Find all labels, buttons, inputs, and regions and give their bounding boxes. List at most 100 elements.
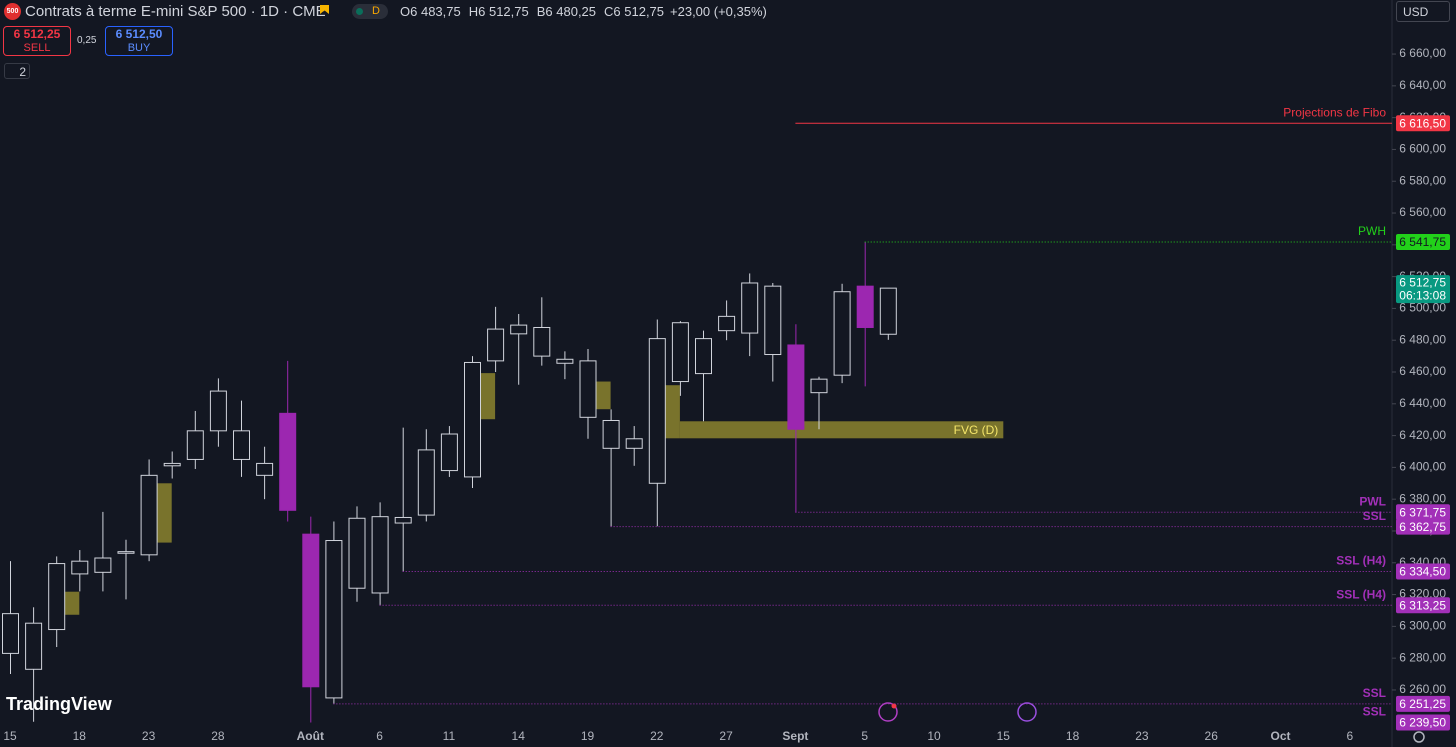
y-tick-label: 6 560,00 xyxy=(1399,205,1446,219)
x-tick-label: Sept xyxy=(782,729,808,743)
sell-label: SELL xyxy=(23,42,51,54)
candle-body xyxy=(533,326,551,357)
x-tick-label: 11 xyxy=(443,729,456,743)
y-tick-label: 6 320,00 xyxy=(1399,587,1446,601)
last-price-label: 6 512,75 xyxy=(1399,275,1446,289)
candle-body xyxy=(394,516,412,524)
x-tick-label: 15 xyxy=(997,729,1011,743)
buy-price: 6 512,50 xyxy=(115,27,163,41)
candle-body xyxy=(163,462,181,467)
candle-body xyxy=(302,533,320,688)
y-tick-label: 6 600,00 xyxy=(1399,142,1446,156)
candle-body xyxy=(879,287,897,335)
y-tick-label: 6 380,00 xyxy=(1399,491,1446,505)
x-tick-label: 27 xyxy=(719,729,733,743)
candle-body xyxy=(787,344,805,430)
candle-body xyxy=(186,430,204,460)
y-tick-label: 6 280,00 xyxy=(1399,650,1446,664)
x-tick-label: 26 xyxy=(1205,729,1219,743)
level-badge xyxy=(1396,597,1450,614)
ohlc-key: C xyxy=(604,4,614,19)
x-tick-label: 23 xyxy=(142,729,156,743)
x-tick-label: 23 xyxy=(1135,729,1149,743)
countdown: 06:13:08 xyxy=(1399,288,1446,302)
candle-body xyxy=(579,360,597,418)
candle-body xyxy=(25,622,43,670)
y-tick-label: 6 440,00 xyxy=(1399,396,1446,410)
x-tick-label: 22 xyxy=(650,729,664,743)
interval-badge: D xyxy=(372,5,380,17)
event-dot xyxy=(891,703,897,709)
x-tick-label: 5 xyxy=(861,729,868,743)
level-badge xyxy=(1396,714,1450,731)
candle-body xyxy=(487,328,505,362)
x-tick-label: 28 xyxy=(211,729,225,743)
candle-body xyxy=(325,540,343,699)
level-badge-label: 6 313,25 xyxy=(1399,598,1446,612)
x-tick-label: 6 xyxy=(376,729,383,743)
candle-body xyxy=(140,474,158,556)
candle-body xyxy=(764,285,782,356)
sell-button[interactable]: 6 512,25 SELL xyxy=(3,26,71,56)
level-badge-label: 6 251,25 xyxy=(1399,697,1446,711)
symbol-badge: 500 xyxy=(4,3,21,20)
level-badge-label: 6 362,75 xyxy=(1399,520,1446,534)
candle-body xyxy=(371,516,389,594)
y-tick-label: 6 300,00 xyxy=(1399,619,1446,633)
ohlc-value: 6 512,75 xyxy=(478,4,529,19)
buy-button[interactable]: 6 512,50 BUY xyxy=(105,26,173,56)
currency[interactable]: USD xyxy=(1396,1,1450,22)
change: +23,00 (+0,35%) xyxy=(670,4,767,19)
indicators-toggle[interactable]: 2 xyxy=(4,63,30,79)
x-tick-label: 18 xyxy=(1066,729,1080,743)
candle-body xyxy=(233,430,250,460)
candle-body xyxy=(464,361,481,478)
ohlc-value: 6 512,75 xyxy=(613,4,665,19)
ohlc-key: H xyxy=(468,4,479,19)
candle-body xyxy=(648,338,666,484)
level-badge xyxy=(1396,504,1450,521)
level-badge xyxy=(1396,518,1450,535)
event-icon[interactable] xyxy=(878,702,898,722)
y-tick-label: 6 480,00 xyxy=(1399,332,1446,346)
candle-body xyxy=(48,563,66,631)
last-price-badge xyxy=(1396,275,1450,304)
y-tick-label: 6 460,00 xyxy=(1399,364,1446,378)
x-tick-label: 6 xyxy=(1346,729,1353,743)
settings-icon[interactable] xyxy=(1413,731,1425,743)
y-tick-label: 6 400,00 xyxy=(1399,460,1446,474)
status-pill xyxy=(352,4,388,19)
candle-body xyxy=(671,322,689,383)
x-tick-label: 14 xyxy=(512,729,526,743)
x-tick-label: Oct xyxy=(1270,729,1290,743)
x-tick-label: 10 xyxy=(927,729,941,743)
candle-body xyxy=(556,358,574,364)
level-badge xyxy=(1396,234,1450,251)
level-name: Projections de Fibo xyxy=(1283,105,1386,119)
spread: 0,25 xyxy=(77,35,97,46)
level-name: SSL xyxy=(1363,509,1386,523)
level-name: PWL xyxy=(1359,494,1386,508)
brand: TradingView xyxy=(6,694,113,714)
title[interactable]: Contrats à terme E-mini S&P 500 · 1D · C… xyxy=(25,3,326,20)
x-tick-label: 19 xyxy=(581,729,595,743)
level-name: SSL (H4) xyxy=(1336,587,1386,601)
candle-body xyxy=(440,433,458,472)
candle-body xyxy=(695,338,712,375)
level-badge-label: 6 239,50 xyxy=(1399,716,1446,730)
level-name: SSL (H4) xyxy=(1336,554,1386,568)
candle-body xyxy=(209,390,227,432)
level-name: SSL xyxy=(1363,686,1386,700)
candle-body xyxy=(510,324,528,335)
x-tick-label: 18 xyxy=(73,729,87,743)
ohlc-value: 6 480,25 xyxy=(545,4,597,19)
candle-body xyxy=(833,291,851,376)
level-badge xyxy=(1396,115,1450,132)
y-tick-label: 6 260,00 xyxy=(1399,682,1446,696)
event-icon[interactable] xyxy=(1017,702,1037,722)
level-name: SSL xyxy=(1363,705,1386,719)
ohlc-key: B xyxy=(536,4,546,19)
level-badge xyxy=(1396,563,1450,580)
